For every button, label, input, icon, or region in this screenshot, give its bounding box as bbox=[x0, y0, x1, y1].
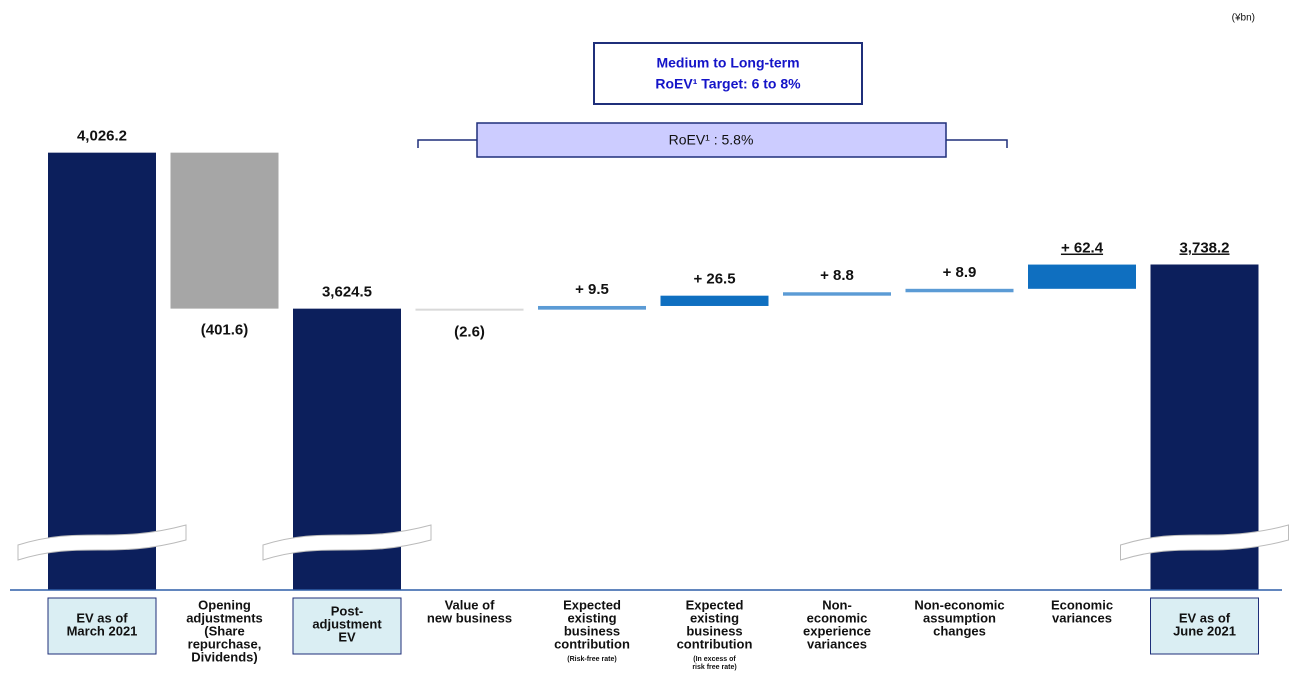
category-box bbox=[47, 597, 157, 655]
unit-label: (¥bn) bbox=[1232, 13, 1255, 24]
category-label: changes bbox=[933, 623, 986, 638]
value-label: + 26.5 bbox=[693, 271, 735, 288]
category-label: existing bbox=[690, 610, 739, 625]
category-label: experience bbox=[803, 623, 871, 638]
bar bbox=[170, 152, 279, 309]
category-label: Opening bbox=[198, 597, 251, 612]
category-label: Expected bbox=[686, 597, 744, 612]
category-label: assumption bbox=[923, 610, 996, 625]
target-annotation: Medium to Long-term bbox=[656, 55, 799, 71]
value-label: + 8.8 bbox=[820, 267, 854, 284]
category-note: (Risk-free rate) bbox=[567, 656, 616, 663]
category-label: EV as of bbox=[1179, 610, 1231, 625]
bar bbox=[905, 288, 1014, 293]
category-label: repurchase, bbox=[188, 636, 262, 651]
value-label: 3,624.5 bbox=[322, 284, 372, 301]
category-label: adjustment bbox=[312, 616, 382, 631]
value-label: (2.6) bbox=[454, 324, 485, 341]
category-label: Value of bbox=[445, 597, 496, 612]
category-label: variances bbox=[1052, 610, 1112, 625]
category-label: June 2021 bbox=[1173, 623, 1236, 638]
category-box bbox=[1150, 597, 1259, 655]
value-label: (401.6) bbox=[201, 322, 249, 339]
value-label: + 8.9 bbox=[943, 264, 977, 281]
value-label: + 9.5 bbox=[575, 281, 609, 298]
category-label: business bbox=[564, 623, 620, 638]
value-label: + 62.4 bbox=[1061, 240, 1104, 257]
bar bbox=[538, 305, 646, 310]
bar bbox=[783, 292, 891, 296]
target-box bbox=[593, 42, 863, 105]
bar bbox=[1028, 264, 1136, 289]
bar bbox=[48, 152, 156, 590]
value-label: 3,738.2 bbox=[1179, 239, 1229, 256]
category-label: Expected bbox=[563, 597, 621, 612]
category-label: Non-economic bbox=[914, 597, 1004, 612]
category-label: variances bbox=[807, 636, 867, 651]
category-label: existing bbox=[567, 610, 616, 625]
category-label: business bbox=[686, 623, 742, 638]
category-note: risk free rate) bbox=[692, 664, 736, 671]
category-label: adjustments bbox=[186, 610, 263, 625]
category-label: Post- bbox=[331, 603, 364, 618]
category-label: (Share bbox=[204, 623, 244, 638]
category-label: contribution bbox=[677, 636, 753, 651]
category-label: contribution bbox=[554, 636, 630, 651]
axis-break bbox=[17, 524, 187, 561]
axis-break bbox=[1120, 524, 1289, 561]
roev-annotation: RoEV¹ : 5.8% bbox=[669, 132, 754, 148]
category-label: March 2021 bbox=[67, 623, 138, 638]
roev-box bbox=[476, 122, 947, 158]
category-label: Dividends) bbox=[191, 649, 257, 664]
category-box bbox=[292, 597, 402, 655]
target-annotation: RoEV¹ Target: 6 to 8% bbox=[655, 76, 801, 92]
category-label: Economic bbox=[1051, 597, 1113, 612]
axis-break bbox=[262, 524, 432, 561]
category-label: EV as of bbox=[76, 610, 128, 625]
bar bbox=[415, 308, 524, 311]
category-label: new business bbox=[427, 610, 512, 625]
category-note: (In excess of bbox=[693, 656, 736, 663]
category-label: EV bbox=[338, 629, 356, 644]
value-label: 4,026.2 bbox=[77, 128, 127, 145]
bar bbox=[660, 295, 769, 306]
category-label: economic bbox=[807, 610, 868, 625]
category-label: Non- bbox=[822, 597, 852, 612]
